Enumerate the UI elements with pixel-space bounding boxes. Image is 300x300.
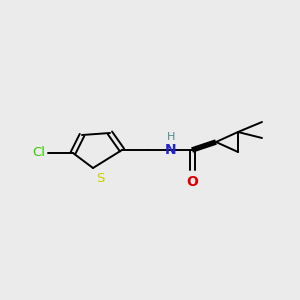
Text: N: N <box>165 143 177 157</box>
Text: O: O <box>186 175 198 189</box>
Text: H: H <box>167 132 175 142</box>
Text: S: S <box>96 172 104 185</box>
Text: Cl: Cl <box>32 146 45 160</box>
